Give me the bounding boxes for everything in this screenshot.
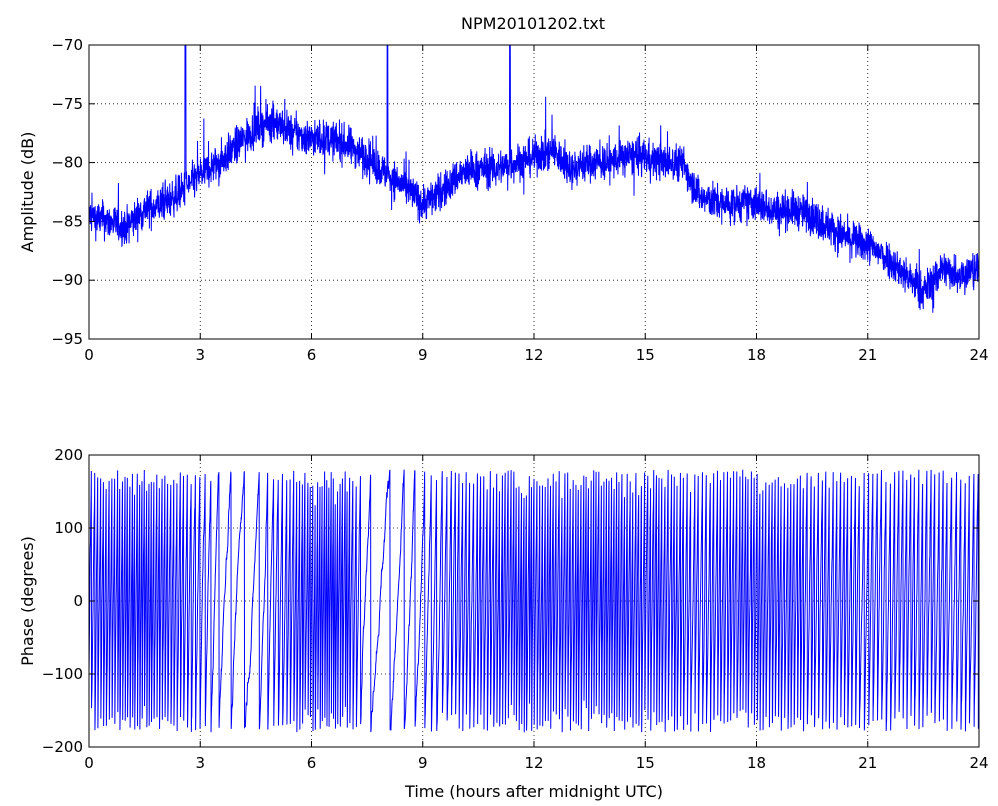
amplitude-x-tick-label: 6 (307, 346, 317, 364)
phase-x-tick-label: 12 (524, 754, 543, 772)
amplitude-x-tick-label: 18 (747, 346, 766, 364)
amplitude-y-tick-label: −75 (51, 95, 83, 113)
phase-x-axis-label: Time (hours after midnight UTC) (404, 782, 663, 801)
amplitude-y-tick-label: −70 (51, 36, 83, 54)
amplitude-ticks: 0 3 6 9 12 15 18 21 24 −70 −75 −80 −85 −90 −95 (51, 36, 988, 364)
phase-series-line (88, 469, 980, 733)
amplitude-x-tick-label: 3 (195, 346, 205, 364)
amplitude-y-tick-label: −85 (51, 212, 83, 230)
phase-x-tick-label: 15 (636, 754, 655, 772)
phase-y-tick-label: 0 (73, 592, 83, 610)
phase-y-tick-label: −100 (42, 665, 83, 683)
amplitude-chart: NPM20101202.txt 0 3 6 9 12 15 18 21 24 −70 −75 −80 −… (18, 14, 989, 364)
amplitude-series-line (88, 44, 980, 313)
amplitude-x-tick-label: 24 (969, 346, 988, 364)
phase-x-tick-label: 9 (418, 754, 428, 772)
amplitude-x-tick-label: 9 (418, 346, 428, 364)
phase-x-tick-label: 18 (747, 754, 766, 772)
phase-chart: 0 3 6 9 12 15 18 21 24 200 100 0 −100 −200 Phase (deg… (18, 446, 989, 801)
phase-y-tick-label: 100 (54, 519, 83, 537)
phase-y-tick-label: 200 (54, 446, 83, 464)
amplitude-y-tick-label: −80 (51, 154, 83, 172)
amplitude-x-tick-label: 21 (858, 346, 877, 364)
phase-x-tick-label: 6 (307, 754, 317, 772)
phase-y-axis-label: Phase (degrees) (18, 536, 37, 666)
phase-x-tick-label: 24 (969, 754, 988, 772)
phase-x-tick-label: 0 (84, 754, 94, 772)
amplitude-x-tick-label: 15 (636, 346, 655, 364)
amplitude-x-tick-label: 12 (524, 346, 543, 364)
phase-x-tick-label: 21 (858, 754, 877, 772)
amplitude-y-tick-label: −95 (51, 330, 83, 348)
phase-y-tick-label: −200 (42, 738, 83, 756)
amplitude-y-axis-label: Amplitude (dB) (18, 132, 37, 253)
amplitude-x-tick-label: 0 (84, 346, 94, 364)
amplitude-y-tick-label: −90 (51, 271, 83, 289)
amplitude-grid (89, 45, 979, 339)
amplitude-chart-title: NPM20101202.txt (461, 14, 605, 33)
phase-ticks: 0 3 6 9 12 15 18 21 24 200 100 0 −100 −200 (42, 446, 989, 772)
phase-x-tick-label: 3 (195, 754, 205, 772)
